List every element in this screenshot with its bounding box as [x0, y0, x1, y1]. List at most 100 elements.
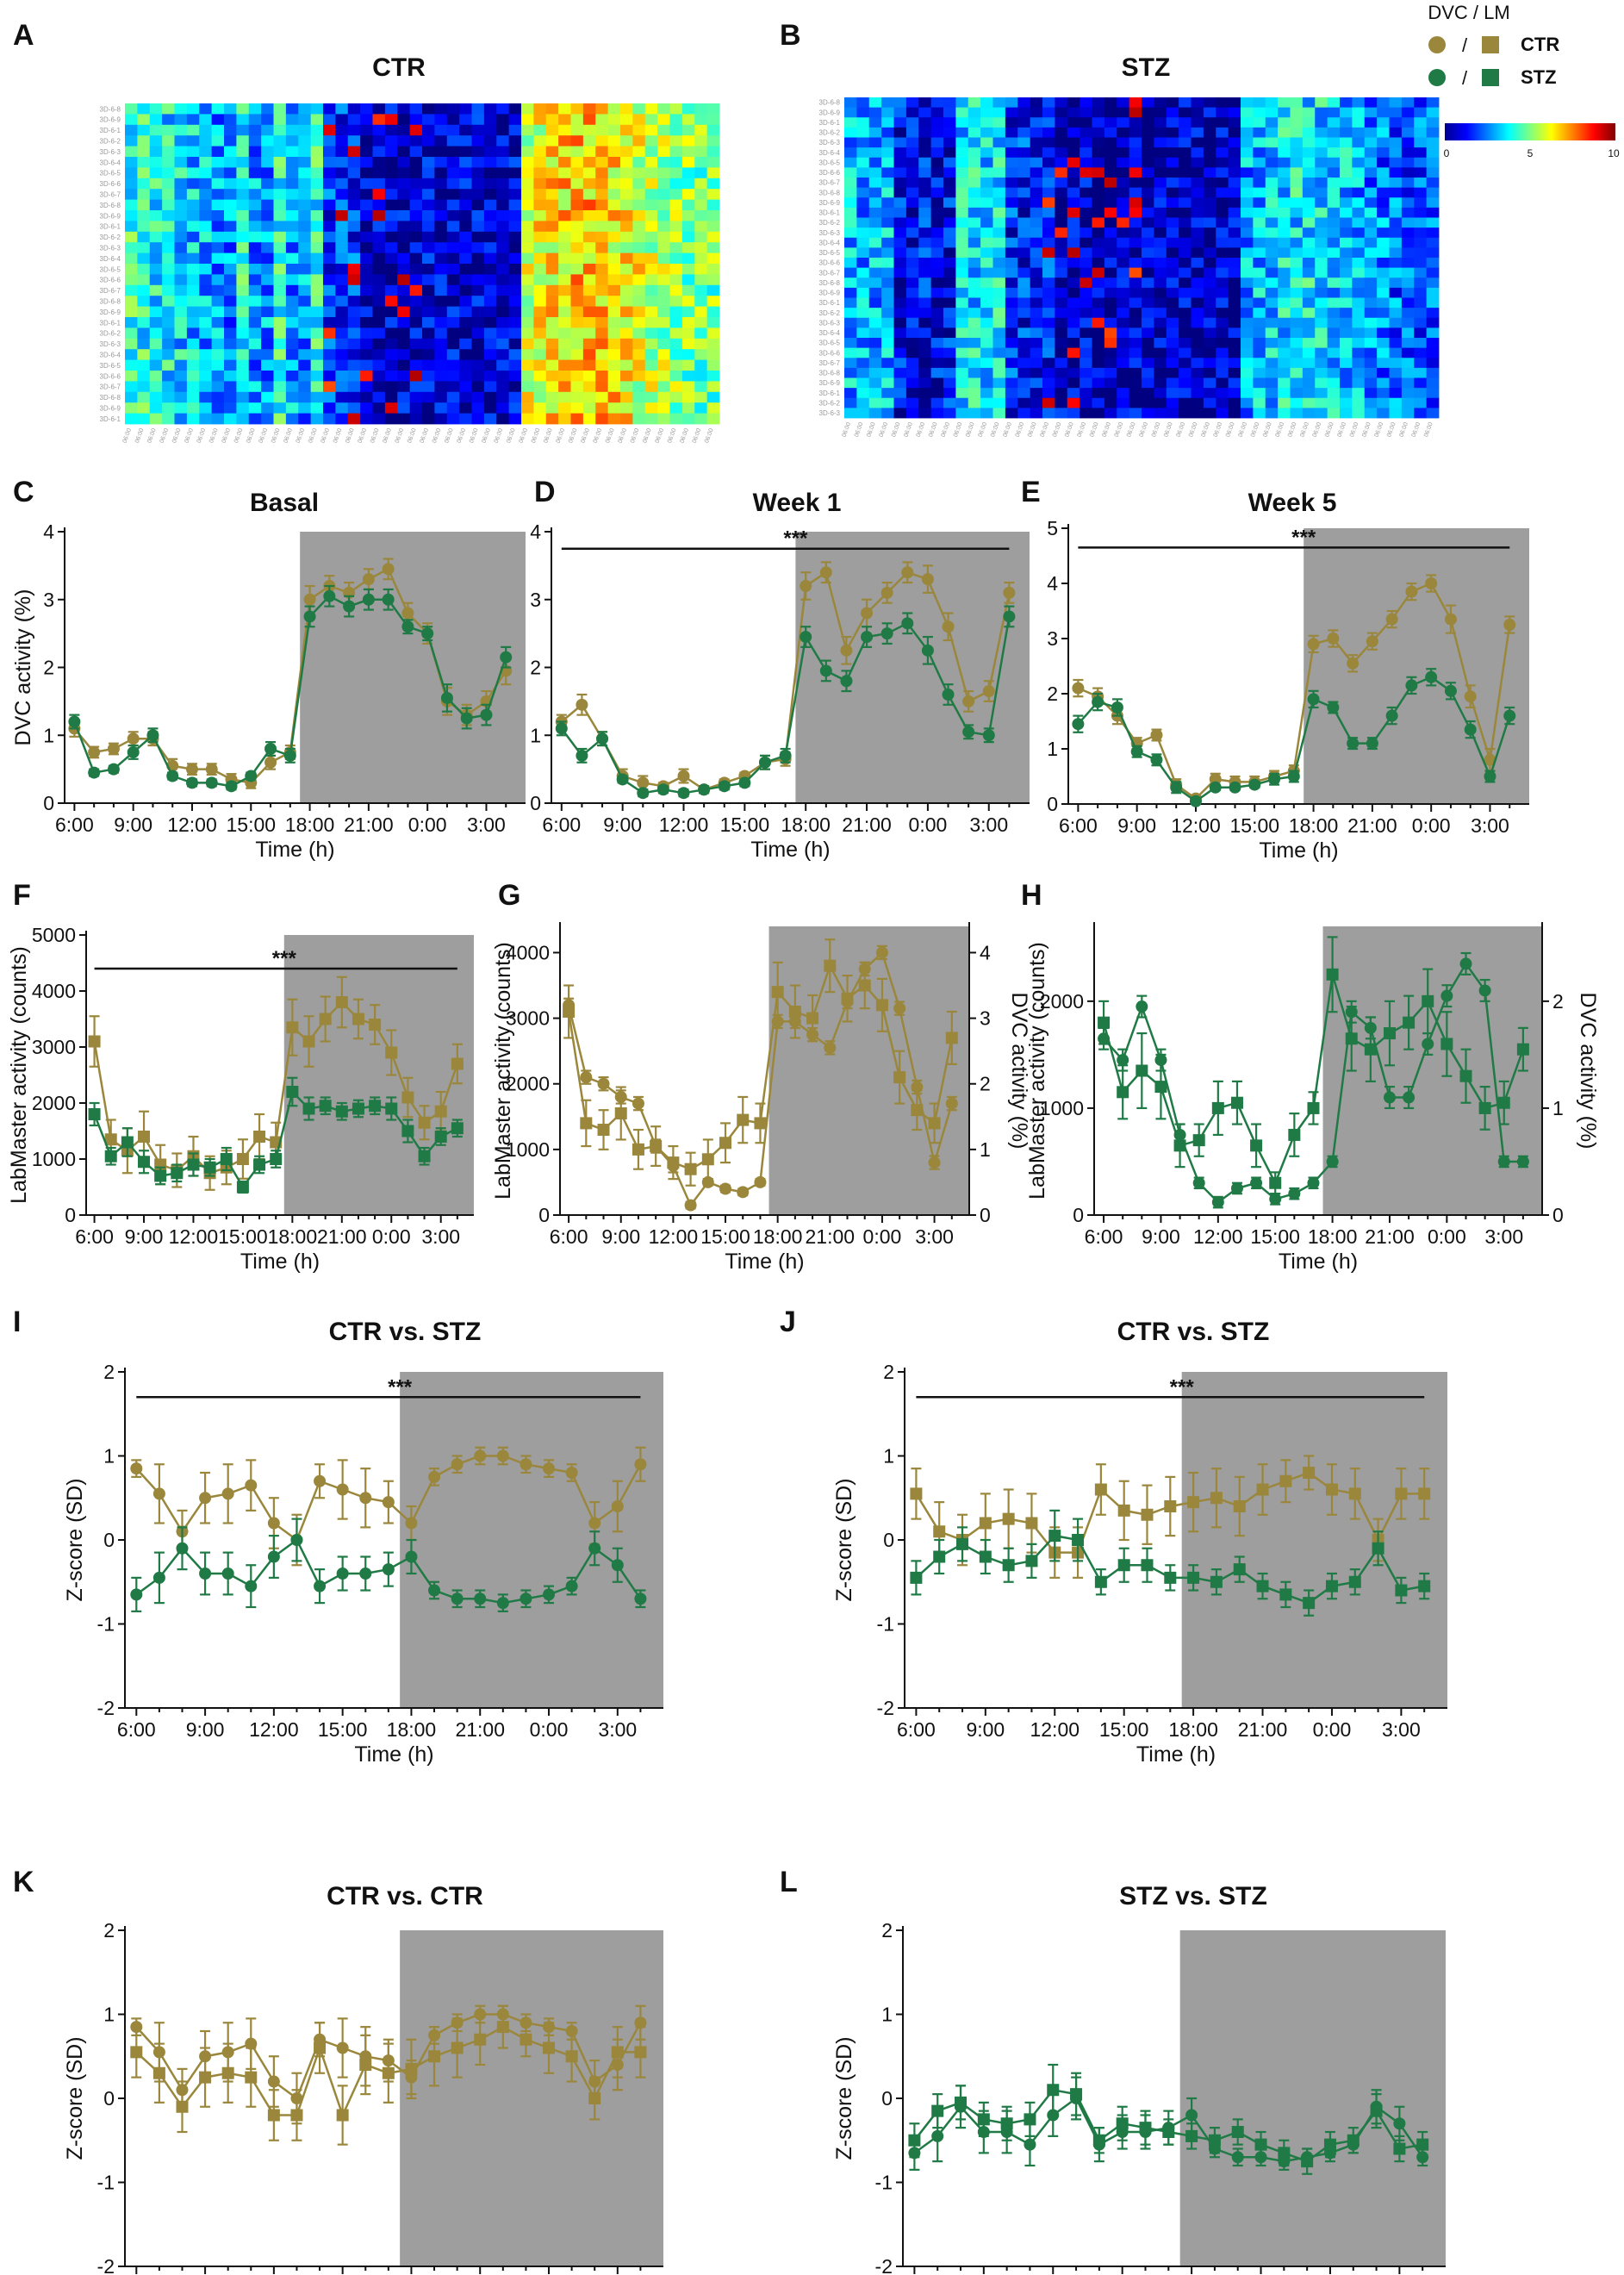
heatmap-cell — [1191, 157, 1204, 168]
heatmap-cell — [125, 124, 138, 136]
heatmap-cell — [943, 187, 956, 198]
heatmap-cell — [285, 317, 299, 328]
heatmap-cell — [558, 199, 571, 211]
heatmap-cell — [1142, 347, 1154, 358]
heatmap-col-label: 06:00 — [1324, 421, 1335, 438]
heatmap-cell — [533, 146, 547, 158]
heatmap-cell — [434, 371, 448, 382]
heatmap-cell — [137, 103, 151, 115]
heatmap-cell — [224, 210, 237, 221]
heatmap-cell — [1327, 297, 1341, 309]
heatmap-cell — [657, 264, 670, 275]
heatmap-cell — [409, 199, 423, 211]
heatmap-col-label: 06:00 — [1015, 421, 1026, 438]
data-point — [677, 770, 690, 782]
data-point — [127, 745, 140, 758]
heatmap-cell — [1092, 408, 1105, 419]
x-tick-label: 12:00 — [659, 813, 709, 836]
heatmap-cell — [930, 107, 944, 118]
heatmap-cell — [248, 381, 262, 393]
heatmap-cell — [1389, 327, 1403, 339]
heatmap-cell — [844, 157, 857, 168]
heatmap-cell — [992, 247, 1006, 259]
heatmap-cell — [1352, 297, 1366, 309]
heatmap-cell — [483, 284, 497, 296]
heatmap-cell — [261, 338, 274, 350]
heatmap-cell — [446, 103, 460, 115]
heatmap-cell — [881, 107, 894, 118]
heatmap-cell — [943, 388, 956, 399]
heatmap-cell — [211, 359, 225, 371]
heatmap-cell — [533, 231, 547, 243]
heatmap-cell — [446, 371, 460, 382]
heatmap-cell — [1389, 367, 1403, 378]
heatmap-cell — [434, 252, 448, 265]
heatmap-cell — [1228, 247, 1241, 259]
heatmap-cell — [558, 381, 571, 393]
heatmap-cell — [1055, 197, 1068, 209]
heatmap-col-label: 06:00 — [1089, 421, 1100, 438]
heatmap-cell — [1117, 157, 1130, 168]
heatmap-cell — [261, 359, 274, 371]
heatmap-cell — [397, 264, 411, 275]
heatmap-cell — [1203, 157, 1216, 168]
heatmap-cell — [607, 317, 621, 328]
heatmap-cell — [1203, 117, 1216, 128]
heatmap-cell — [657, 221, 670, 233]
heatmap-cell — [1327, 267, 1341, 278]
heatmap-cell — [360, 189, 373, 200]
heatmap-cell — [1315, 397, 1328, 408]
heatmap-cell — [1340, 408, 1353, 419]
heatmap-cell — [943, 97, 956, 109]
panel-letter-c: C — [13, 476, 34, 508]
heatmap-cell — [224, 381, 237, 393]
heatmap-cell — [434, 167, 448, 179]
heatmap-cell — [521, 135, 534, 146]
heatmap-cell — [335, 274, 349, 286]
heatmap-cell — [644, 242, 658, 253]
y-tick-label: 1000 — [32, 1148, 76, 1170]
heatmap-cell — [1042, 247, 1055, 259]
heatmap-cell — [137, 264, 151, 275]
heatmap-cell — [1377, 107, 1390, 118]
heatmap-cell — [1166, 347, 1179, 358]
heatmap-cell — [1228, 297, 1241, 309]
heatmap-cell — [1278, 258, 1291, 269]
data-point — [911, 1081, 924, 1094]
heatmap-cell — [980, 207, 993, 218]
heatmap-cell — [1265, 388, 1279, 399]
heatmap-cell — [980, 388, 993, 399]
heatmap-cell — [1080, 308, 1092, 319]
heatmap-cell — [1327, 327, 1341, 339]
heatmap-cell — [1377, 338, 1390, 349]
heatmap-cell — [162, 338, 175, 350]
heatmap-cell — [1315, 308, 1328, 319]
heatmap-cell — [1055, 377, 1068, 389]
heatmap-cell — [1265, 408, 1279, 419]
heatmap-cell — [1017, 388, 1031, 399]
legend-ctr-separator: / — [1462, 34, 1468, 56]
heatmap-cell — [459, 264, 472, 275]
heatmap-cell — [347, 210, 361, 221]
heatmap-cell — [1129, 277, 1142, 289]
heatmap-cell — [558, 338, 571, 350]
heatmap-cell — [930, 207, 944, 218]
heatmap-cell — [409, 146, 423, 158]
heatmap-cell — [1364, 207, 1378, 218]
heatmap-cell — [199, 135, 213, 146]
heatmap-cell — [459, 296, 472, 307]
heatmap-cell — [347, 359, 361, 371]
heatmap-cell — [533, 381, 547, 393]
heatmap-cell — [1030, 408, 1043, 419]
heatmap-cell — [644, 338, 658, 350]
heatmap-cell — [955, 228, 969, 239]
heatmap-cell — [1389, 147, 1403, 159]
heatmap-cell — [881, 327, 894, 339]
heatmap-cell — [558, 189, 571, 200]
heatmap-cell — [273, 178, 287, 190]
heatmap-cell — [483, 114, 497, 126]
heatmap-cell — [1414, 107, 1428, 118]
heatmap-cell — [496, 210, 510, 221]
data-point — [861, 631, 874, 644]
heatmap-cell — [471, 296, 485, 307]
